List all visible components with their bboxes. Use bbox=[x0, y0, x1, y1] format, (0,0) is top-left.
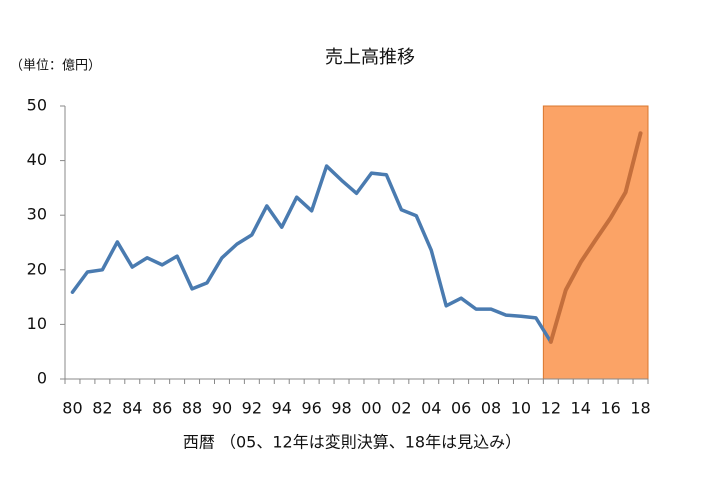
x-tick-label: 86 bbox=[152, 399, 172, 418]
x-tick-label: 08 bbox=[481, 399, 501, 418]
x-tick-label: 92 bbox=[242, 399, 262, 418]
x-tick-label: 10 bbox=[511, 399, 531, 418]
y-tick-label: 40 bbox=[27, 150, 47, 169]
x-tick-label: 14 bbox=[571, 399, 591, 418]
chart-title: 売上高推移 bbox=[325, 47, 415, 68]
y-tick-label: 0 bbox=[37, 369, 47, 388]
series-line bbox=[70, 164, 553, 344]
x-tick-label: 12 bbox=[541, 399, 561, 418]
x-tick-label: 00 bbox=[361, 399, 381, 418]
x-tick-label: 18 bbox=[630, 399, 650, 418]
y-axis-title: （単位：億円） bbox=[10, 58, 101, 74]
x-tick-label: 94 bbox=[272, 399, 292, 418]
x-tick-label: 04 bbox=[421, 399, 441, 418]
x-tick-label: 06 bbox=[451, 399, 471, 418]
y-tick-label: 50 bbox=[27, 96, 47, 115]
y-tick-label: 30 bbox=[27, 205, 47, 224]
y-tick-label: 10 bbox=[27, 314, 47, 333]
x-axis-title: 西暦 （05、12年は変則決算、18年は見込み） bbox=[183, 433, 521, 452]
x-tick-label: 80 bbox=[62, 399, 82, 418]
x-tick-label: 82 bbox=[92, 399, 112, 418]
x-tick-label: 88 bbox=[182, 399, 202, 418]
x-tick-label: 16 bbox=[600, 399, 620, 418]
x-tick-label: 90 bbox=[212, 399, 232, 418]
x-tick-label: 98 bbox=[331, 399, 351, 418]
x-tick-label: 96 bbox=[301, 399, 321, 418]
x-tick-label: 84 bbox=[122, 399, 142, 418]
x-tick-label: 02 bbox=[391, 399, 411, 418]
series-line bbox=[548, 131, 643, 344]
y-tick-label: 20 bbox=[27, 259, 47, 278]
